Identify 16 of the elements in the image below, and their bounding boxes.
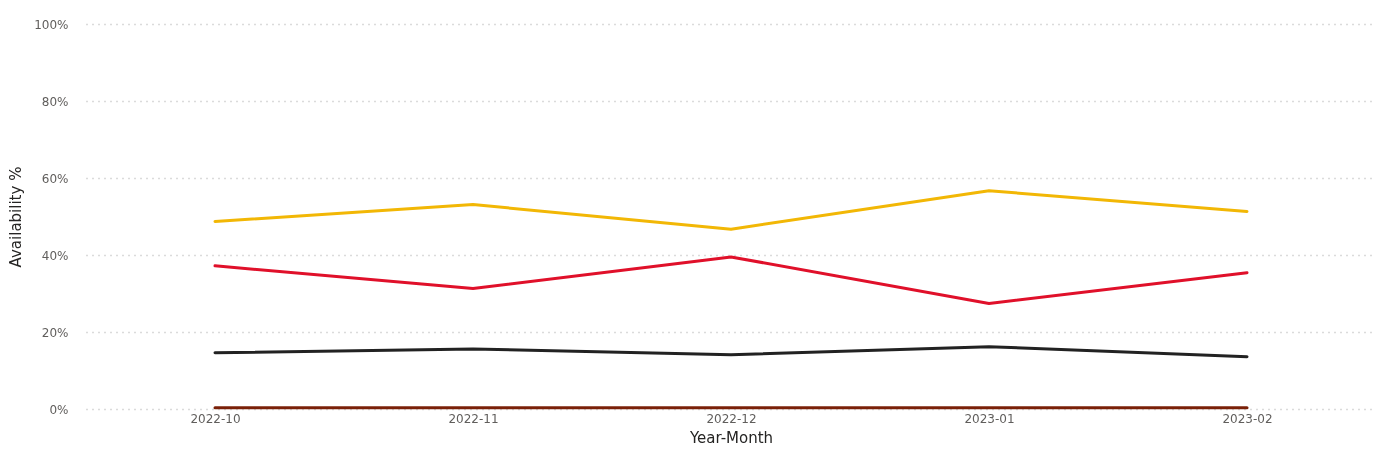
y-axis-title: Availability % bbox=[7, 166, 26, 268]
line-series bbox=[213, 189, 1249, 231]
y-tick-label: 20% bbox=[41, 325, 69, 340]
y-tick-label: 80% bbox=[41, 94, 69, 109]
y-tick-label: 60% bbox=[41, 171, 69, 186]
line-series bbox=[213, 255, 1249, 306]
y-tick-label: 100% bbox=[34, 17, 69, 32]
x-tick-label: 2023-02 bbox=[1222, 411, 1273, 426]
y-tick-label: 0% bbox=[49, 402, 69, 417]
x-axis-title: Year-Month bbox=[688, 428, 774, 447]
x-tick-label: 2023-01 bbox=[964, 411, 1015, 426]
x-tick-label: 2022-12 bbox=[706, 411, 757, 426]
x-tick-label: 2022-10 bbox=[190, 411, 241, 426]
x-tick-label: 2022-11 bbox=[448, 411, 499, 426]
line-series bbox=[213, 345, 1249, 359]
y-tick-label: 40% bbox=[41, 248, 69, 263]
